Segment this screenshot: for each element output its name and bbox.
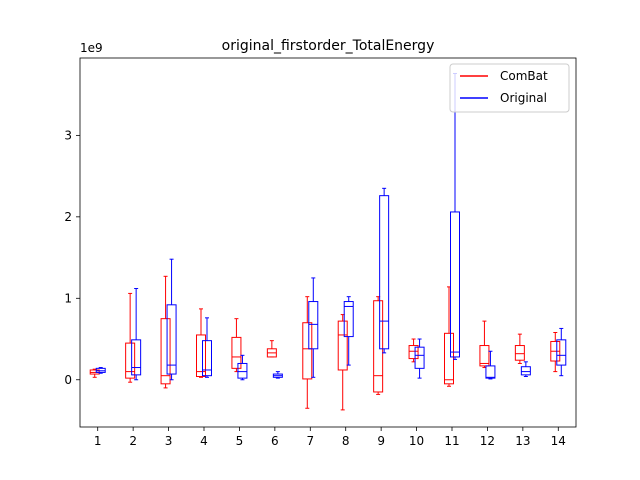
- box-iqr: [166, 304, 177, 375]
- box-iqr: [131, 339, 142, 376]
- box-iqr: [237, 362, 248, 379]
- box-original-10: [414, 338, 425, 379]
- box-iqr: [125, 342, 136, 379]
- box-combat-2: [125, 292, 136, 383]
- x-tick-label: 9: [377, 434, 385, 448]
- box-iqr: [485, 365, 496, 379]
- box-original-9: [379, 187, 390, 354]
- box-original-3: [166, 258, 177, 381]
- box-iqr: [479, 345, 490, 367]
- box-iqr: [202, 340, 212, 377]
- box-iqr: [308, 301, 319, 350]
- x-tick-label: 7: [306, 434, 314, 448]
- box-original-12: [485, 350, 496, 380]
- y-tick-label: 1: [64, 291, 72, 305]
- box-iqr: [514, 345, 525, 361]
- box-combat-12: [479, 320, 490, 369]
- x-tick-label: 5: [236, 434, 244, 448]
- plot-area-frame: [79, 57, 577, 428]
- x-tick-label: 14: [551, 434, 566, 448]
- box-combat-3: [160, 275, 171, 389]
- x-tick-label: 1: [94, 434, 102, 448]
- x-tick-label: 13: [515, 434, 530, 448]
- box-original-14: [556, 327, 567, 377]
- box-combat-13: [514, 333, 525, 364]
- boxes-layer: [89, 72, 567, 411]
- box-original-2: [131, 288, 142, 381]
- y-scale-label: 1e9: [80, 41, 103, 55]
- box-combat-4: [196, 308, 206, 378]
- y-tick-label: 0: [64, 373, 72, 387]
- box-iqr: [343, 301, 354, 338]
- box-combat-5: [231, 318, 242, 373]
- box-original-13: [520, 361, 531, 377]
- box-iqr: [373, 300, 384, 393]
- legend-label-combat: ComBat: [500, 69, 548, 83]
- box-combat-11: [444, 286, 454, 387]
- x-tick-label: 8: [342, 434, 350, 448]
- x-tick-label: 2: [129, 434, 137, 448]
- box-original-1: [95, 367, 106, 374]
- box-original-5: [237, 354, 248, 381]
- box-original-8: [343, 296, 354, 366]
- box-iqr: [160, 318, 171, 385]
- x-tick-label: 3: [165, 434, 173, 448]
- x-tick-label: 12: [480, 434, 495, 448]
- box-original-6: [272, 371, 283, 379]
- y-tick-label: 3: [64, 128, 72, 142]
- box-combat-8: [337, 314, 348, 411]
- x-tick-label: 11: [444, 434, 459, 448]
- x-tick-label: 10: [409, 434, 424, 448]
- x-tick-label: 4: [200, 434, 208, 448]
- box-iqr: [231, 336, 242, 369]
- y-tick-label: 2: [64, 210, 72, 224]
- box-combat-14: [550, 332, 561, 373]
- box-iqr: [408, 345, 419, 360]
- box-iqr: [379, 195, 390, 350]
- box-iqr: [556, 339, 567, 366]
- box-original-7: [308, 277, 319, 378]
- box-iqr: [520, 366, 531, 376]
- box-combat-9: [373, 296, 384, 395]
- box-combat-6: [266, 340, 277, 358]
- box-iqr: [196, 334, 206, 377]
- x-tick-label: 6: [271, 434, 279, 448]
- box-iqr: [444, 332, 454, 385]
- box-iqr: [337, 320, 348, 371]
- legend: ComBat Original: [449, 63, 570, 113]
- box-original-4: [202, 317, 212, 378]
- box-iqr: [450, 211, 460, 358]
- chart-title: original_firstorder_TotalEnergy: [222, 38, 435, 54]
- legend-label-original: Original: [500, 91, 547, 105]
- box-iqr: [414, 346, 425, 369]
- box-iqr: [302, 322, 313, 380]
